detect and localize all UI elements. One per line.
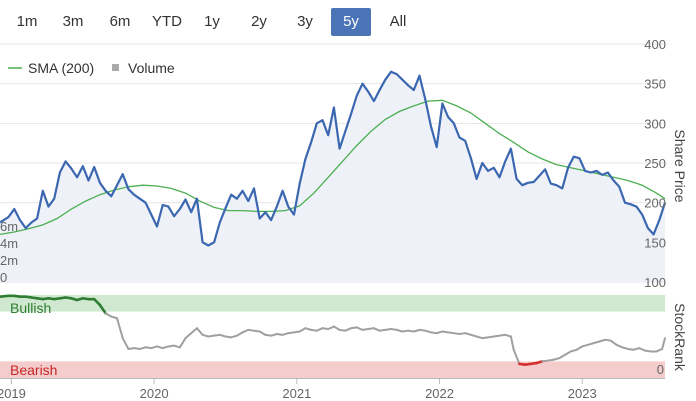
price-axis-title: Share Price	[672, 129, 688, 202]
stockrank-bands	[0, 295, 665, 378]
stockrank-segment	[615, 343, 624, 349]
price-tick-label: 250	[644, 156, 666, 171]
x-tick-label: 2019	[0, 386, 26, 401]
sma-200-line	[0, 99, 666, 236]
volume-tick-label: 6m	[0, 219, 18, 234]
share-price-line	[0, 70, 667, 247]
stockrank-segment	[564, 350, 572, 356]
stockrank-segment	[575, 345, 584, 351]
price-axis-ticks: 100 150 200 250 300 350 400	[644, 37, 666, 290]
bearish-band	[0, 361, 665, 378]
range-selector: 1m 3m 6m YTD 1y 2y 3y 5y All	[0, 0, 696, 44]
bearish-band-label: Bearish	[10, 362, 57, 378]
stockrank-segment	[241, 328, 250, 334]
volume-legend-swatch	[112, 64, 119, 71]
range-button-all[interactable]: All	[389, 13, 407, 30]
range-button-ytd[interactable]: YTD	[152, 13, 182, 30]
chart-legend: SMA (200) Volume	[8, 60, 175, 76]
sma-legend-label[interactable]: SMA (200)	[28, 60, 94, 76]
x-axis: 2019 2020 2021 2022 2023	[0, 378, 665, 401]
volume-legend-label[interactable]: Volume	[128, 60, 175, 76]
volume-axis-ticks: 0 2m 4m 6m	[0, 219, 18, 285]
range-button-3y[interactable]: 3y	[297, 13, 313, 30]
range-button-3m[interactable]: 3m	[62, 13, 84, 30]
x-tick-label: 2023	[568, 386, 597, 401]
stockrank-segment	[116, 317, 124, 340]
stockrank-segment	[315, 327, 324, 332]
bullish-band	[0, 295, 665, 312]
stockrank-segment	[638, 347, 647, 352]
stockrank-segment	[372, 327, 381, 332]
stockrank-segment	[298, 327, 307, 333]
stockrank-segment	[98, 303, 107, 315]
price-tick-label: 200	[644, 196, 666, 211]
stockrank-segment	[258, 330, 267, 336]
stockrank-segment	[332, 325, 341, 331]
bullish-band-label: Bullish	[10, 300, 51, 316]
range-button-6m[interactable]: 6m	[109, 13, 131, 30]
stockrank-segment	[661, 337, 666, 350]
stockrank-segment	[355, 326, 364, 331]
x-tick-label: 2020	[140, 386, 169, 401]
stockrank-segment	[104, 312, 113, 318]
price-area-fill	[0, 71, 665, 282]
stockrank-line	[0, 294, 666, 367]
stockrank-segment	[512, 348, 521, 365]
range-button-1y[interactable]: 1y	[204, 13, 220, 30]
range-button-1m[interactable]: 1m	[16, 13, 38, 30]
stockrank-segment	[195, 327, 204, 336]
stockrank-segment	[184, 332, 193, 340]
stockrank-segment	[121, 337, 130, 350]
stockrank-segment	[178, 337, 187, 349]
price-tick-label: 400	[644, 37, 666, 52]
stockrank-zero-tick: 0	[657, 362, 664, 377]
stockrank-segment	[190, 327, 198, 335]
x-tick-label: 2022	[425, 386, 454, 401]
stockrank-segment	[0, 294, 10, 298]
volume-tick-label: 4m	[0, 236, 18, 251]
stockrank-segment	[344, 327, 353, 332]
x-tick-label: 2021	[282, 386, 311, 401]
stockrank-segment	[609, 339, 618, 346]
stockrank-segment	[558, 353, 567, 360]
volume-tick-label: 0	[0, 270, 7, 285]
volume-tick-label: 2m	[0, 253, 18, 268]
stockrank-segment	[327, 325, 335, 331]
price-tick-label: 100	[644, 275, 666, 290]
price-tick-label: 350	[644, 77, 666, 92]
range-button-2y[interactable]: 2y	[251, 13, 267, 30]
range-button-5y[interactable]: 5y	[331, 8, 371, 36]
price-tick-label: 150	[644, 235, 666, 250]
stockrank-segment	[655, 347, 664, 353]
stockrank-axis-title: StockRank	[672, 303, 688, 372]
stockrank-segment	[92, 297, 102, 307]
price-tick-label: 300	[644, 116, 666, 131]
stockrank-segment	[235, 331, 244, 337]
stockrank-segment	[509, 335, 515, 351]
